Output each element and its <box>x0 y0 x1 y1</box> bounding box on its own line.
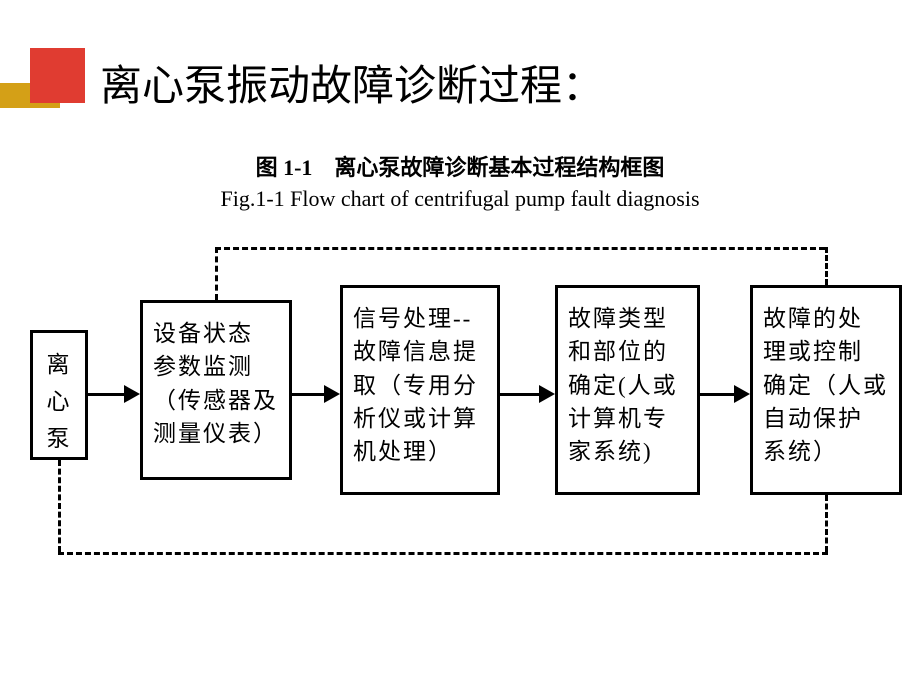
flow-node-handle: 故障的处理或控制确定（人或自动保护系统） <box>750 285 902 495</box>
flow-node-pump: 离心泵 <box>30 330 88 460</box>
node-label: 故障类型和部位的确定(人或计算机专家系统) <box>568 306 678 464</box>
feedback-line <box>58 552 828 555</box>
feedback-line <box>825 495 828 552</box>
flow-node-classify: 故障类型和部位的确定(人或计算机专家系统) <box>555 285 700 495</box>
arrow-head-icon <box>734 385 750 403</box>
node-label: 故障的处理或控制确定（人或自动保护系统） <box>763 306 888 464</box>
slide-title: 离心泵振动故障诊断过程： <box>100 52 604 113</box>
arrow-head-icon <box>539 385 555 403</box>
arrow-line <box>700 393 738 396</box>
arrow-head-icon <box>324 385 340 403</box>
feedback-line <box>58 460 61 552</box>
node-label: 设备状态参数监测（传感器及测量仪表） <box>153 321 278 446</box>
figure-caption-zh: 图 1-1 离心泵故障诊断基本过程结构框图 <box>0 150 920 182</box>
corner-decoration <box>0 48 90 108</box>
flow-node-monitor: 设备状态参数监测（传感器及测量仪表） <box>140 300 292 480</box>
feedback-line <box>825 247 828 285</box>
arrow-line <box>292 393 328 396</box>
node-label: 信号处理--故障信息提取（专用分析仪或计算机处理） <box>353 306 478 464</box>
arrow-head-icon <box>124 385 140 403</box>
feedback-line <box>215 247 218 300</box>
feedback-line <box>215 247 825 250</box>
arrow-line <box>88 393 128 396</box>
flowchart: 离心泵 设备状态参数监测（传感器及测量仪表） 信号处理--故障信息提取（专用分析… <box>10 230 910 600</box>
figure-caption-en: Fig.1-1 Flow chart of centrifugal pump f… <box>0 186 920 212</box>
flow-node-signal: 信号处理--故障信息提取（专用分析仪或计算机处理） <box>340 285 500 495</box>
arrow-line <box>500 393 543 396</box>
node-label: 离心泵 <box>47 352 72 451</box>
